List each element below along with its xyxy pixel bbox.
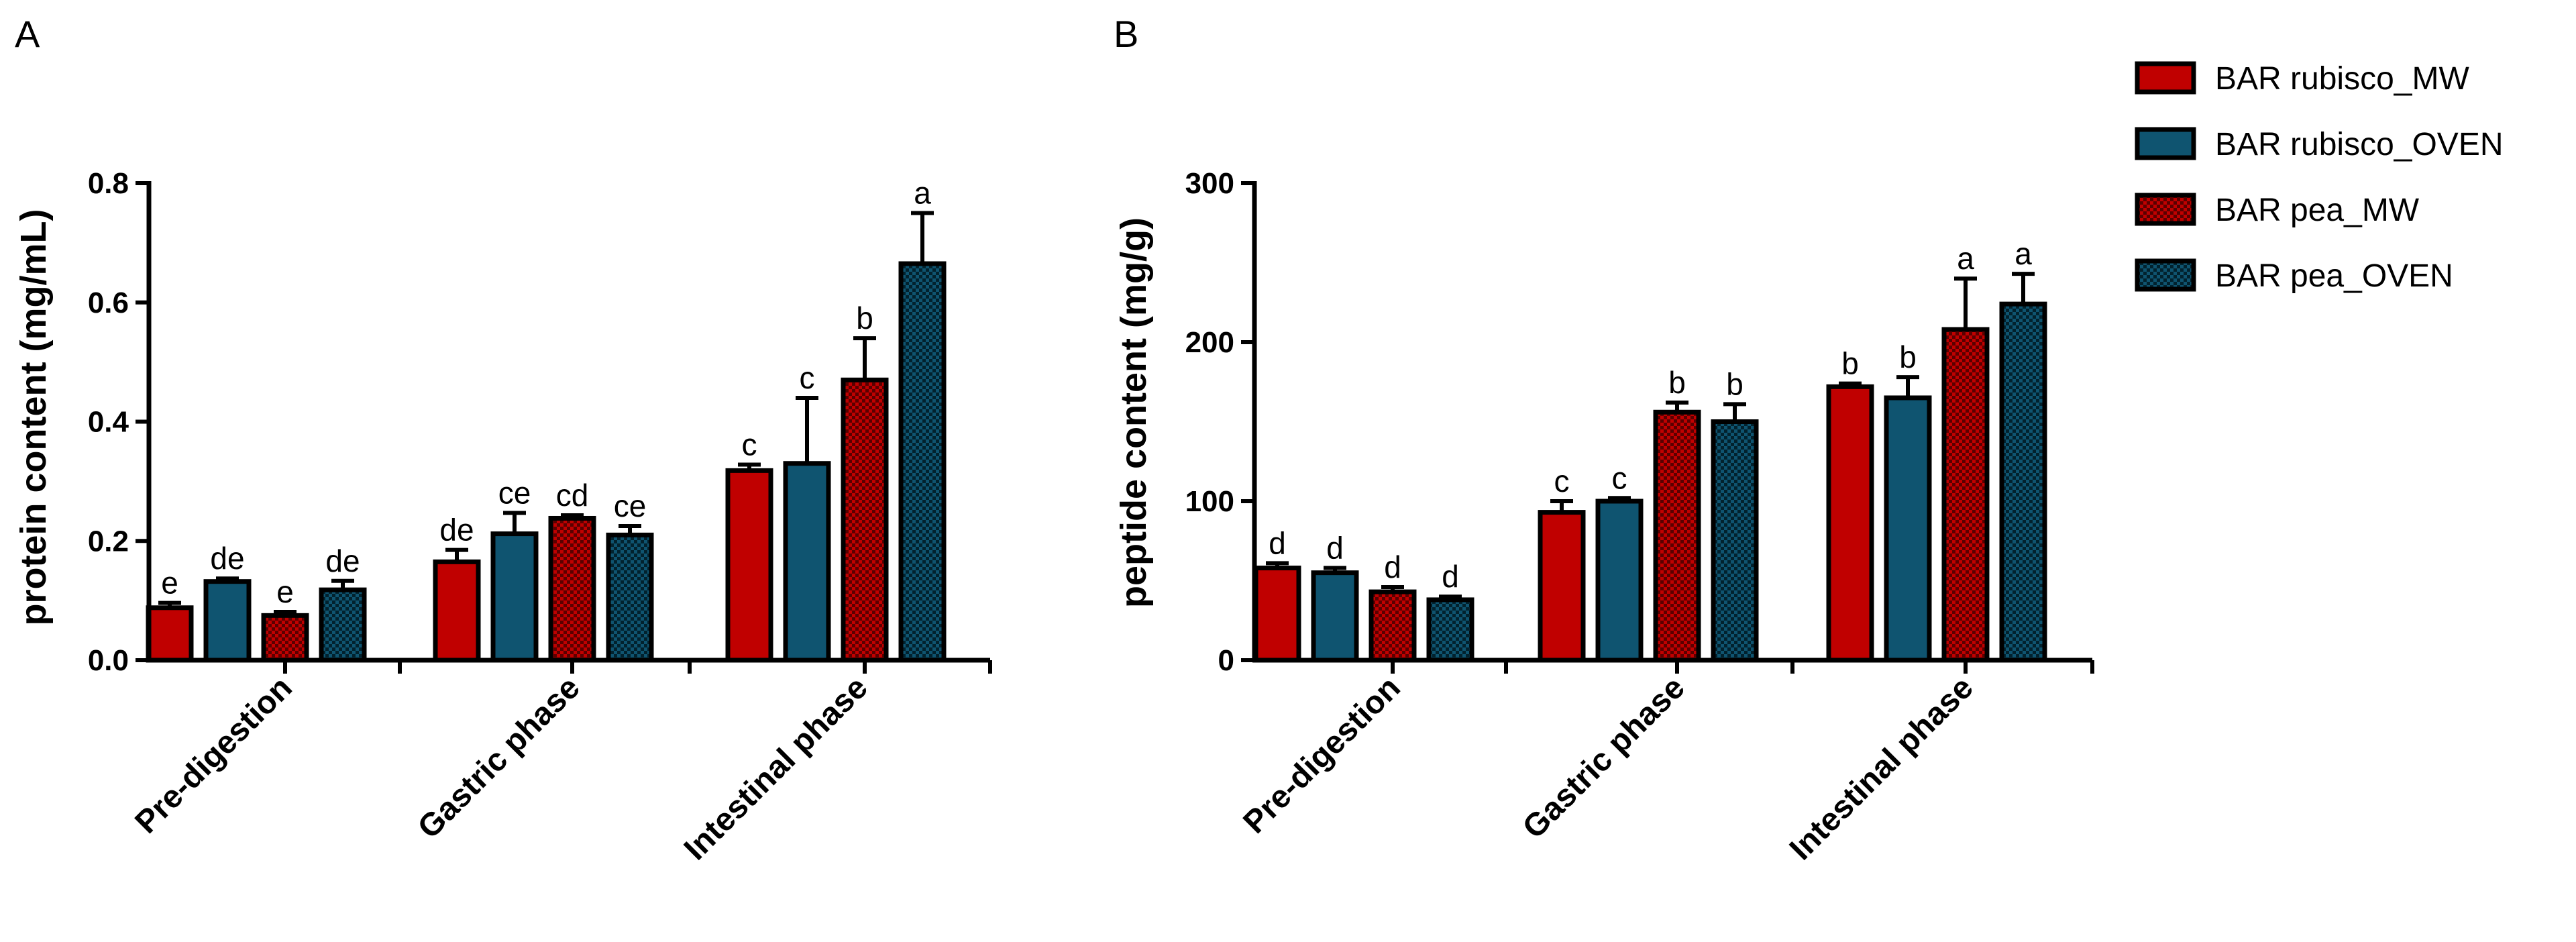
legend-swatch-rubisco-mw xyxy=(2135,61,2196,95)
panel-b-bar-rubisco-mw-gastric-phase-sig-label: c xyxy=(1554,464,1570,499)
panel-a-label: A xyxy=(15,13,40,55)
legend-item-rubisco-mw: BAR rubisco_MW xyxy=(2135,61,2469,97)
panel-b-bar-pea-mw-pre-digestion-bar xyxy=(1368,589,1417,663)
panel-b-y-axis-title: peptide content (mg/g) xyxy=(1114,217,1154,608)
panel-a-bar-pea-mw-intestinal-phase-sig-label: b xyxy=(856,301,873,335)
panel-a: A protein content (mg/mL) edecdecececdbd… xyxy=(13,13,992,867)
panel-a-bar-rubisco-mw-pre-digestion-bar xyxy=(146,605,194,663)
panel-b-bar-rubisco-oven-intestinal-phase-bar xyxy=(1884,395,1932,663)
panel-a-bar-pea-mw-intestinal-phase-bar xyxy=(841,377,889,663)
panel-a-bar-rubisco-oven-gastric-phase-sig-label: ce xyxy=(498,475,531,510)
panel-b-bar-pea-oven-pre-digestion-sig-label: d xyxy=(1442,559,1459,594)
panel-b-bar-rubisco-oven-pre-digestion-bar xyxy=(1311,570,1359,663)
panel-a-bar-rubisco-oven-intestinal-phase-bar xyxy=(783,461,831,663)
panel-b-bar-pea-mw-gastric-phase-sig-label: b xyxy=(1668,365,1686,400)
panel-b-bar-rubisco-oven-gastric-phase-bar xyxy=(1595,499,1644,663)
panel-b-category-label-intestinal-phase: Intestinal phase xyxy=(1783,670,1980,867)
panel-a-bar-pea-mw-gastric-phase-bar xyxy=(548,515,596,663)
legend-label-rubisco-oven: BAR rubisco_OVEN xyxy=(2215,127,2504,162)
panel-a-bar-rubisco-mw-intestinal-phase-sig-label: c xyxy=(742,427,757,462)
panel-b-bar-rubisco-oven-gastric-phase-sig-label: c xyxy=(1612,460,1627,495)
panel-b-bar-pea-mw-intestinal-phase-sig-label: a xyxy=(1957,241,1974,276)
panel-b-plot-area: d c b d c b d b a d b a 0 100 200 300 Pre-digestion Gastr… xyxy=(1185,167,2094,867)
legend-item-pea-mw: BAR pea_MW xyxy=(2135,193,2420,228)
panel-a-bar-pea-mw-gastric-phase-sig-label: cd xyxy=(556,478,589,513)
panel-a-bar-rubisco-mw-pre-digestion-sig-label: e xyxy=(161,566,178,600)
panel-b-bar-rubisco-mw-intestinal-phase-sig-label: b xyxy=(1841,346,1859,381)
panel-a-bar-rubisco-mw-intestinal-phase-bar xyxy=(725,468,773,663)
panel-a-bar-pea-mw-pre-digestion-bar xyxy=(261,613,309,663)
panel-b-bar-pea-oven-intestinal-phase-bar xyxy=(1999,301,2047,663)
panel-a-bar-pea-mw-pre-digestion-sig-label: e xyxy=(276,574,294,609)
panel-a-bar-pea-oven-pre-digestion-bar xyxy=(319,587,367,663)
legend-item-rubisco-oven: BAR rubisco_OVEN xyxy=(2135,127,2504,162)
panel-b-bar-rubisco-oven-intestinal-phase-sig-label: b xyxy=(1899,339,1917,374)
panel-b-bar-pea-oven-gastric-phase-sig-label: b xyxy=(1726,366,1743,401)
panel-a-category-label-pre-digestion: Pre-digestion xyxy=(128,670,299,840)
panel-a-bar-rubisco-oven-pre-digestion-sig-label: de xyxy=(210,541,244,576)
panel-a-category-label-gastric-phase: Gastric phase xyxy=(411,670,587,845)
legend-swatch-pea-mw xyxy=(2135,193,2196,226)
panel-b-y-tick-label: 0 xyxy=(1218,644,1234,677)
panel-a-plot-area: edecdecececdbdecea0.00.20.40.60.8Pre-dig… xyxy=(88,167,992,867)
panel-a-bar-pea-oven-gastric-phase-sig-label: ce xyxy=(614,488,647,523)
panel-a-y-axis-title: protein content (mg/mL) xyxy=(13,209,54,626)
panel-a-category-label-intestinal-phase: Intestinal phase xyxy=(678,670,875,867)
panel-b-bar-rubisco-mw-pre-digestion-sig-label: d xyxy=(1269,525,1286,560)
panel-a-y-tick-label: 0.8 xyxy=(88,167,129,200)
panel-b-y-tick-label: 200 xyxy=(1185,326,1234,359)
legend-label-pea-mw: BAR pea_MW xyxy=(2215,193,2420,228)
panel-b: B peptide content (mg/g) d c b d c b d b a d b a 0 10… xyxy=(1114,13,2094,867)
panel-a-bar-rubisco-mw-gastric-phase-bar xyxy=(433,559,481,663)
panel-b-bar-rubisco-mw-gastric-phase-bar xyxy=(1538,510,1586,663)
panel-a-bar-pea-oven-intestinal-phase-sig-label: a xyxy=(914,175,931,210)
panel-a-bar-rubisco-oven-pre-digestion-bar xyxy=(203,579,252,663)
panel-b-y-tick-label: 300 xyxy=(1185,167,1234,200)
panel-b-bar-pea-oven-intestinal-phase-sig-label: a xyxy=(2015,236,2032,271)
panel-b-bar-pea-mw-gastric-phase-bar xyxy=(1653,409,1701,663)
legend-label-rubisco-mw: BAR rubisco_MW xyxy=(2215,61,2469,97)
legend: BAR rubisco_MW BAR rubisco_OVEN BAR pea_… xyxy=(2135,61,2504,294)
legend-swatch-pea-oven xyxy=(2135,258,2196,292)
panel-b-bar-rubisco-mw-pre-digestion-bar xyxy=(1253,566,1301,663)
panel-b-bar-rubisco-mw-intestinal-phase-bar xyxy=(1826,384,1874,663)
panel-a-bar-pea-oven-intestinal-phase-bar xyxy=(898,261,947,663)
panel-b-category-label-gastric-phase: Gastric phase xyxy=(1516,670,1692,845)
panel-a-bar-rubisco-mw-gastric-phase-sig-label: de xyxy=(439,513,474,547)
panel-a-y-tick-label: 0.4 xyxy=(88,406,129,439)
panel-a-bar-pea-oven-gastric-phase-bar xyxy=(606,532,654,663)
panel-b-category-label-pre-digestion: Pre-digestion xyxy=(1236,670,1407,840)
panel-a-y-tick-label: 0.2 xyxy=(88,525,129,558)
legend-item-pea-oven: BAR pea_OVEN xyxy=(2135,258,2453,294)
panel-b-bar-rubisco-oven-pre-digestion-sig-label: d xyxy=(1326,531,1344,566)
panel-b-bar-pea-mw-pre-digestion-sig-label: d xyxy=(1384,550,1401,584)
panel-b-bar-pea-oven-gastric-phase-bar xyxy=(1711,419,1759,663)
legend-swatch-rubisco-oven xyxy=(2135,127,2196,160)
panel-b-bar-pea-mw-intestinal-phase-bar xyxy=(1941,327,1990,663)
panel-a-y-tick-label: 0.0 xyxy=(88,644,129,677)
panel-b-y-tick-label: 100 xyxy=(1185,485,1234,518)
panel-a-bar-rubisco-oven-gastric-phase-bar xyxy=(490,531,539,663)
panel-a-bar-pea-oven-pre-digestion-sig-label: de xyxy=(325,543,360,578)
panel-b-bar-pea-oven-pre-digestion-bar xyxy=(1426,597,1474,663)
panel-a-bar-rubisco-oven-intestinal-phase-sig-label: c xyxy=(800,360,815,395)
panel-b-label: B xyxy=(1114,13,1138,55)
panel-a-y-tick-label: 0.6 xyxy=(88,286,129,319)
legend-label-pea-oven: BAR pea_OVEN xyxy=(2215,258,2453,294)
